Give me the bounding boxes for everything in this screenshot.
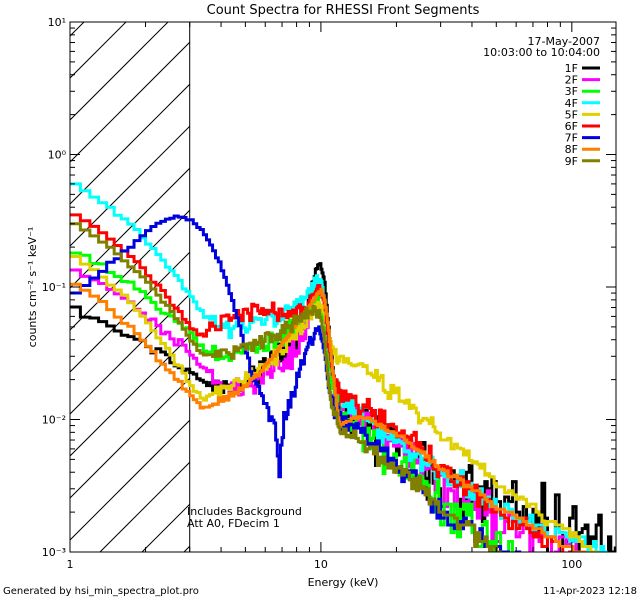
y-tick-label: 10⁻³: [42, 546, 66, 559]
series-line-5F: [70, 254, 598, 552]
hatch-line: [70, 377, 190, 499]
hatch-line: [70, 22, 127, 79]
legend-date: 17-May-2007: [528, 35, 600, 48]
y-tick-label: 10⁻¹: [42, 281, 66, 294]
series-line-8F: [70, 282, 587, 552]
hatch-line: [70, 167, 190, 289]
footer-generated-by: Generated by hsi_min_spectra_plot.pro: [3, 586, 199, 597]
annotation-background: Includes Background: [187, 505, 302, 518]
legend-label-7F: 7F: [565, 132, 578, 145]
x-axis-label: Energy (keV): [308, 576, 379, 589]
y-tick-label: 10⁻²: [42, 414, 66, 427]
hatch-line: [70, 41, 190, 163]
legend-label-6F: 6F: [565, 120, 578, 133]
hatch-line: [70, 419, 190, 541]
y-tick-label: 10¹: [48, 16, 66, 29]
annotation-attenuator: Att A0, FDecim 1: [187, 517, 280, 530]
excluded-energy-hatch: [70, 22, 190, 552]
series-line-9F: [70, 222, 503, 552]
legend-time-range: 10:03:00 to 10:04:00: [483, 46, 600, 59]
chart-title: Count Spectra for RHESSI Front Segments: [207, 3, 480, 18]
x-tick-label: 10: [314, 558, 328, 571]
y-tick-label: 10⁰: [48, 149, 67, 162]
legend-label-9F: 9F: [565, 155, 578, 168]
legend-label-4F: 4F: [565, 97, 578, 110]
x-tick-label: 1: [67, 558, 74, 571]
legend-label-5F: 5F: [565, 108, 578, 121]
x-tick-label: 100: [561, 558, 582, 571]
hatch-line: [70, 22, 169, 121]
hatch-line: [70, 209, 190, 331]
legend-label-8F: 8F: [565, 143, 578, 156]
footer-timestamp: 11-Apr-2023 12:18: [543, 586, 637, 597]
y-axis-label: counts cm⁻² s⁻¹ keV⁻¹: [26, 227, 39, 348]
legend-label-3F: 3F: [565, 85, 578, 98]
legend-label-1F: 1F: [565, 62, 578, 75]
legend-label-2F: 2F: [565, 74, 578, 87]
hatch-line: [70, 335, 190, 457]
